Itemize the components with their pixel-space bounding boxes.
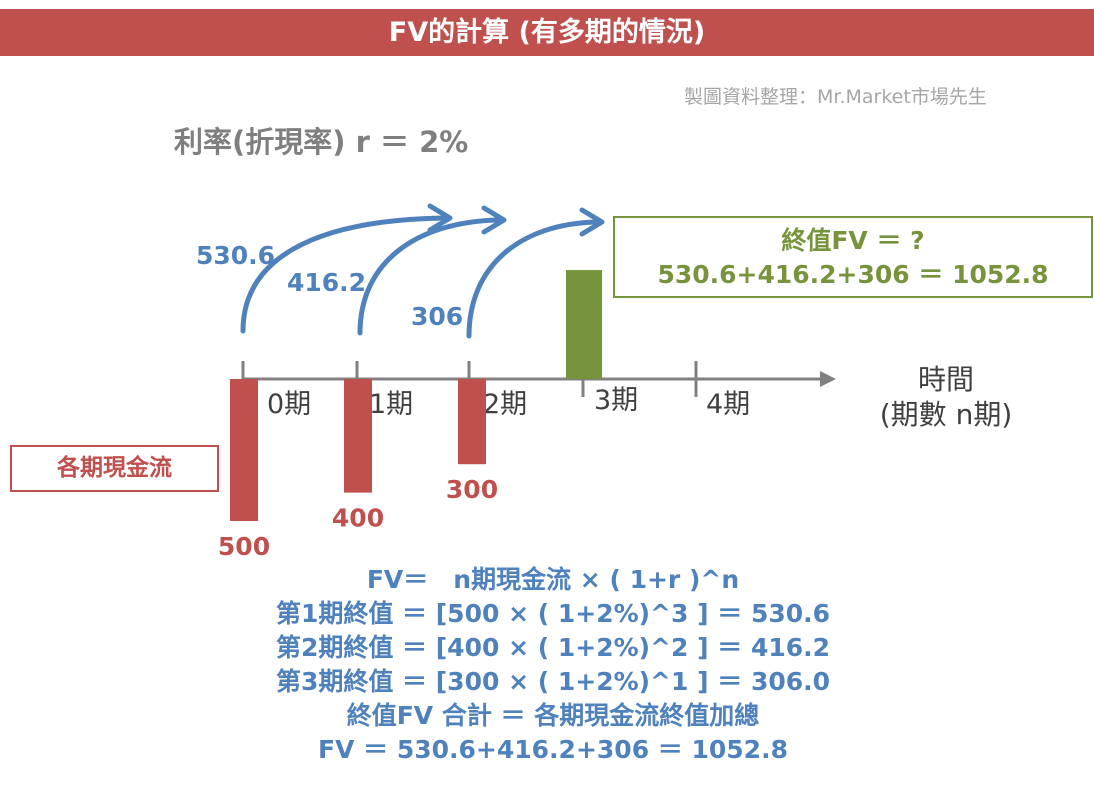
total-fv-title: 終值FV ＝ ? — [781, 226, 925, 255]
interest-rate-label: 利率(折現率) r ＝ 2% — [174, 125, 469, 159]
period-label: 2期 — [483, 389, 527, 420]
time-axis-arrowhead — [820, 371, 836, 387]
compound-arrow — [466, 219, 599, 339]
cash-flow-bar — [230, 379, 258, 521]
formula-block: FV＝ n期現金流 × ( 1+r )^n 第1期終值 ＝ [500 × ( 1… — [150, 563, 956, 767]
cash-flow-bar — [344, 379, 372, 493]
credit-text: 製圖資料整理：Mr.Market市場先生 — [684, 86, 987, 108]
period-label: 4期 — [706, 389, 750, 420]
total-fv-box: 終值FV ＝ ? 530.6+416.2+306 ＝ 1052.8 — [613, 216, 1093, 298]
cash-flow-bar — [458, 379, 486, 465]
future-value-label: 306 — [411, 302, 463, 331]
time-axis-title: 時間 — [917, 363, 974, 396]
compound-arrowhead — [481, 205, 507, 235]
cash-flow-label-box: 各期現金流 — [10, 445, 219, 492]
compound-arrow — [357, 217, 501, 336]
cash-flow-value-label: 500 — [218, 532, 270, 561]
cash-flow-value-label: 300 — [446, 475, 498, 504]
formula-line: 第1期終值 ＝ [500 × ( 1+2%)^3 ] ＝ 530.6 — [275, 599, 831, 628]
total-fv-sum: 530.6+416.2+306 ＝ 1052.8 — [657, 260, 1049, 289]
cash-flow-value-label: 400 — [332, 504, 384, 533]
compound-arrowhead — [579, 207, 605, 237]
formula-line: FV＝ n期現金流 × ( 1+r )^n — [366, 565, 740, 594]
future-value-label: 416.2 — [287, 268, 366, 297]
formula-line: 終值FV 合計 ＝ 各期現金流終值加總 — [346, 701, 760, 730]
formula-line: 第3期終值 ＝ [300 × ( 1+2%)^1 ] ＝ 306.0 — [275, 667, 831, 696]
period-label: 0期 — [267, 389, 311, 420]
compound-arrowhead — [427, 203, 453, 233]
time-axis-label: 時間 (期數 n期) — [866, 362, 1026, 432]
total-fv-bar — [566, 270, 602, 379]
formula-line: 第2期終值 ＝ [400 × ( 1+2%)^2 ] ＝ 416.2 — [275, 633, 831, 662]
title-banner: FV的計算 (有多期的情況) — [0, 9, 1094, 56]
compound-arrow — [240, 215, 447, 334]
period-label: 1期 — [369, 389, 413, 420]
future-value-label: 530.6 — [196, 241, 275, 270]
formula-line: FV ＝ 530.6+416.2+306 ＝ 1052.8 — [318, 735, 788, 764]
time-axis-subtitle: (期數 n期) — [879, 398, 1013, 431]
period-label: 3期 — [594, 385, 638, 416]
